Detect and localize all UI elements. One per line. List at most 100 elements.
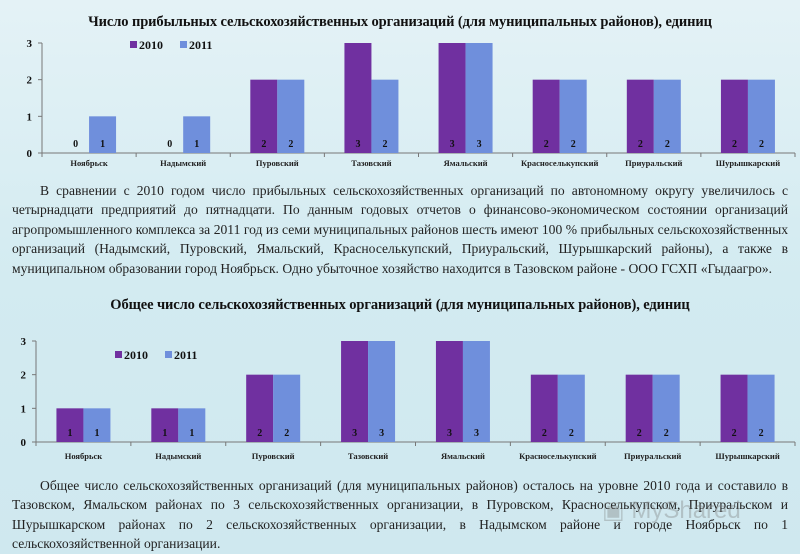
bar-2011 [465,43,493,153]
data-label: 1 [162,428,167,439]
data-label: 2 [571,139,576,150]
watermark-logo: ▣ MyShared [602,497,741,524]
data-label: 2 [288,139,293,150]
y-tick-label: 2 [21,370,27,382]
data-label: 2 [382,139,387,150]
paragraph-total: Общее число сельскохозяйственных организ… [12,478,788,552]
bar-2010 [438,43,466,153]
bar-2011 [747,79,775,153]
data-label: 0 [73,139,78,150]
legend-swatch-2011 [180,41,187,48]
bar-2011 [89,116,117,153]
bar-2011 [273,374,301,442]
data-label: 2 [759,139,764,150]
data-label: 3 [450,139,455,150]
category-label: Надымский [155,451,201,461]
data-label: 2 [284,428,289,439]
data-label: 3 [447,428,452,439]
data-label: 2 [664,428,669,439]
legend-label: 2011 [189,38,212,52]
category-label: Приуральский [625,158,682,168]
legend-label: 2010 [124,348,148,362]
data-label: 2 [569,428,574,439]
data-label: 1 [194,139,199,150]
bar-2010 [246,374,274,442]
y-tick-label: 1 [27,111,33,123]
data-label: 2 [732,428,737,439]
bar-2011 [653,79,681,153]
legend-swatch-2010 [130,41,137,48]
data-label: 3 [474,428,479,439]
bar-2011 [462,341,490,442]
data-label: 2 [732,139,737,150]
bar-2011 [178,408,206,442]
legend-swatch-2011 [165,351,172,358]
bar-2011 [747,374,775,442]
category-label: Ямальский [441,451,485,461]
bar-2011 [652,374,680,442]
data-label: 2 [544,139,549,150]
data-label: 1 [67,428,72,439]
bar-2010 [720,374,748,442]
paragraph-profitable: В сравнении с 2010 годом число прибыльны… [12,183,788,276]
y-tick-label: 0 [21,437,27,449]
category-label: Красноселькупский [521,158,598,168]
legend-label: 2010 [139,38,163,52]
data-label: 2 [542,428,547,439]
bar-2010 [341,341,369,442]
category-label: Ноябрьск [65,451,103,461]
category-label: Тазовский [351,158,391,168]
bar-2011 [277,79,305,153]
data-label: 3 [379,428,384,439]
bar-2010 [625,374,653,442]
bar-2011 [371,79,399,153]
bar-2010 [532,79,560,153]
data-label: 3 [352,428,357,439]
category-label: Шурышкарский [716,158,780,168]
bar-2011 [83,408,111,442]
data-label: 2 [257,428,262,439]
data-label: 2 [759,428,764,439]
bar-2010 [56,408,84,442]
bar-2010 [151,408,179,442]
category-label: Пуровский [256,158,299,168]
category-label: Пуровский [252,451,295,461]
data-label: 2 [261,139,266,150]
data-label: 2 [665,139,670,150]
category-label: Ямальский [444,158,488,168]
category-label: Надымский [160,158,206,168]
category-label: Тазовский [348,451,388,461]
data-label: 3 [355,139,360,150]
y-tick-label: 1 [21,403,27,415]
data-label: 1 [189,428,194,439]
bar-2011 [559,79,587,153]
data-label: 1 [94,428,99,439]
data-label: 0 [167,139,172,150]
data-label: 2 [638,139,643,150]
y-tick-label: 2 [27,75,33,87]
bar-2010 [530,374,558,442]
legend-label: 2011 [174,348,197,362]
bar-2010 [720,79,748,153]
y-tick-label: 0 [27,148,33,160]
bar-2010 [250,79,278,153]
category-label: Красноселькупский [519,451,596,461]
legend-swatch-2010 [115,351,122,358]
data-label: 3 [477,139,482,150]
category-label: Ноябрьск [70,158,108,168]
bar-2011 [183,116,211,153]
data-label: 1 [100,139,105,150]
bar-2011 [368,341,396,442]
category-label: Шурышкарский [715,451,779,461]
y-tick-label: 3 [27,38,33,50]
data-label: 2 [637,428,642,439]
bar-2011 [557,374,585,442]
bar-2010 [435,341,463,442]
chart1-title: Число прибыльных сельскохозяйственных ор… [88,14,712,30]
chart2-title: Общее число сельскохозяйственных организ… [110,297,690,313]
y-tick-label: 3 [21,336,27,348]
bar-2010 [344,43,372,153]
bar-2010 [626,79,654,153]
category-label: Приуральский [624,451,681,461]
